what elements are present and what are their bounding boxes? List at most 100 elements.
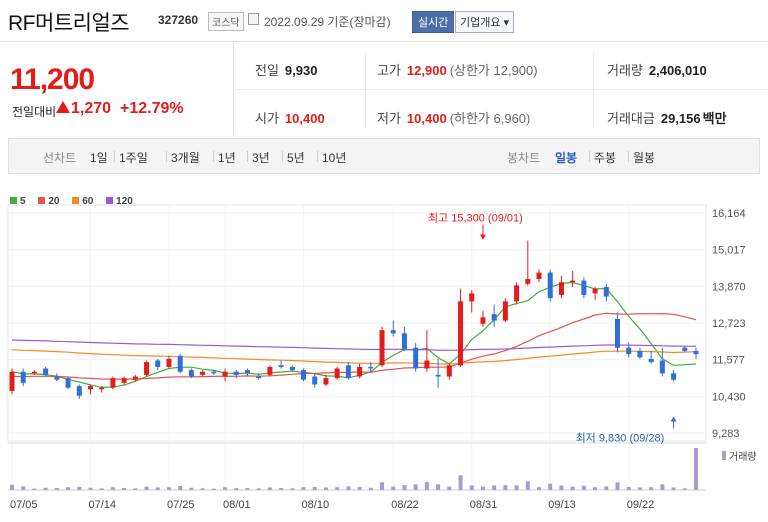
stat-label: 전일	[255, 63, 279, 78]
stat-volume: 거래량 2,406,010	[607, 60, 707, 79]
candle-body	[256, 376, 262, 379]
candle-daily[interactable]: 일봉	[555, 151, 578, 165]
candle-body	[413, 347, 419, 369]
header-bar: RF머트리얼즈 327260 코스닥 2022.09.29 기준(장마감) 실시…	[0, 0, 768, 42]
volume-bar	[234, 488, 239, 490]
volume-bar	[660, 484, 665, 490]
change-percent: +12.79%	[120, 100, 184, 117]
candle-body	[87, 386, 93, 390]
volume-bar	[570, 486, 575, 490]
volume-bar	[21, 486, 26, 490]
volume-bar	[671, 487, 676, 490]
x-tick-label: 07/14	[88, 499, 116, 511]
volume-bar	[346, 486, 351, 490]
volume-bar	[436, 484, 441, 490]
candle-body	[334, 368, 340, 379]
volume-bar	[54, 488, 59, 490]
stat-value: 12,900	[406, 63, 447, 78]
candle-body	[368, 366, 374, 369]
candle-body	[43, 368, 49, 375]
stat-low: 저가 10,400 (하한가 6,960)	[377, 108, 530, 127]
volume-bar	[10, 484, 14, 490]
stat-sub: (상한가 12,900)	[449, 63, 538, 78]
x-tick-label: 09/22	[627, 499, 655, 511]
volume-bar	[312, 486, 317, 490]
realtime-button[interactable]: 실시간	[412, 11, 455, 33]
legend-swatch	[72, 197, 80, 204]
candle-body	[144, 362, 150, 375]
stat-value: 29,156	[660, 111, 701, 126]
stock-name: RF머트리얼즈	[8, 12, 130, 35]
period-5y[interactable]: 5년	[282, 151, 305, 165]
candle-body	[9, 371, 15, 391]
volume-bar	[413, 484, 418, 490]
volume-bar	[267, 487, 272, 490]
x-tick-label: 07/25	[167, 499, 195, 511]
legend-ma20: 20	[38, 196, 59, 207]
volume-bar	[144, 486, 149, 490]
candle-body	[648, 358, 654, 363]
volume-bar	[223, 487, 228, 490]
volume-bar	[122, 488, 127, 490]
volume-bar	[110, 487, 115, 490]
company-info-dropdown[interactable]: 기업개요 ▾	[455, 11, 515, 33]
period-3y[interactable]: 3년	[247, 151, 270, 165]
candle-body	[155, 360, 161, 367]
candle-body	[379, 330, 385, 366]
candle-body	[312, 376, 318, 385]
current-price: 11,200	[10, 63, 95, 96]
stat-value: 10,400	[406, 111, 447, 126]
stat-value: 10,400	[284, 111, 325, 126]
candle-body	[435, 374, 441, 377]
stat-sub: (하한가 6,960)	[449, 111, 531, 126]
candle-body	[637, 350, 643, 358]
volume-bar	[458, 475, 463, 490]
candle-body	[570, 280, 576, 283]
candle-body	[54, 376, 60, 380]
legend-ma120: 120	[106, 196, 133, 207]
candle-body	[289, 366, 295, 371]
up-triangle-icon	[56, 101, 70, 113]
candle-body	[211, 371, 217, 374]
x-tick-label: 08/31	[470, 499, 498, 511]
volume-bar	[99, 488, 104, 490]
stat-label: 고가	[377, 63, 401, 78]
candle-body	[659, 360, 665, 374]
candle-body	[65, 378, 71, 388]
stat-value: 9,930	[284, 63, 318, 78]
volume-bar	[537, 487, 542, 490]
volume-bar	[155, 487, 160, 490]
candle-body	[222, 371, 228, 377]
change-value: 1,270	[56, 100, 111, 118]
volume-bar	[189, 487, 194, 490]
period-1d[interactable]: 1일	[90, 151, 108, 165]
candle-body	[200, 371, 206, 375]
legend-label: 120	[116, 196, 133, 207]
y-tick-label: 12,723	[712, 318, 746, 330]
y-tick-label: 13,870	[712, 281, 746, 293]
legend-label: 60	[82, 196, 94, 207]
stock-code: 327260	[158, 13, 199, 27]
candle-body	[166, 358, 172, 367]
candle-monthly[interactable]: 월봉	[627, 151, 656, 165]
volume-bar	[682, 488, 687, 490]
period-1y[interactable]: 1년	[213, 151, 236, 165]
period-1w[interactable]: 1주일	[114, 151, 148, 165]
candle-weekly[interactable]: 주봉	[588, 151, 617, 165]
volume-bar	[492, 485, 497, 490]
candle-body	[424, 360, 430, 369]
divider	[235, 89, 768, 90]
candle-body	[491, 314, 497, 321]
y-tick-label: 15,017	[712, 245, 746, 257]
candle-body	[693, 350, 699, 355]
volume-bar	[548, 483, 553, 490]
ma60-line	[11, 349, 697, 365]
stat-value: 2,406,010	[648, 63, 707, 78]
stat-label: 시가	[255, 111, 279, 126]
period-3m[interactable]: 3개월	[166, 151, 200, 165]
period-10y[interactable]: 10년	[316, 151, 347, 165]
candle-body	[323, 378, 329, 385]
x-tick-label: 08/22	[391, 499, 419, 511]
volume-bar	[335, 487, 340, 490]
